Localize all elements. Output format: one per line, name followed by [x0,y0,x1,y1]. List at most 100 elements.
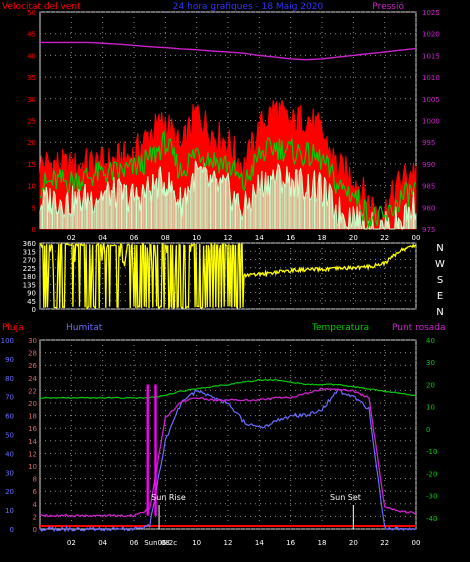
temperature-line [39,378,417,399]
sunrise-bar [146,384,149,516]
temperature-tick-label: -40 [426,515,437,523]
pressure-label: Pressió [372,1,404,12]
temperature-label: Temperatura [311,323,369,333]
humidity-tick-label: 28 [28,350,37,358]
temperature-tick-label: 20 [426,381,435,389]
wind-min-spikes [39,160,417,229]
rain-tick-label: 100 [1,337,14,345]
humidity-tick-label: 22 [28,387,37,395]
direction-tick-label: 225 [23,265,36,273]
pressure-tick-label: 1020 [422,31,440,39]
direction-letter: S [437,275,443,286]
pressure-tick-label: 1010 [422,74,440,82]
temperature-tick-label: -10 [426,448,437,456]
wind-speed-tick-label: 30 [27,96,36,104]
pressure-tick-label: 985 [422,183,435,191]
rain-tick-label: 0 [10,526,14,534]
wind-speed-tick-label: 5 [32,204,36,212]
temperature-humidity-panel: 0246810121416182022242628300102030405060… [1,337,438,547]
pressure-tick-label: 1005 [422,96,440,104]
temperature-tick-label: 10 [426,404,435,412]
sunrise-label: Sun Rise [151,493,186,502]
wind-speed-tick-label: 40 [27,52,36,60]
panel1-x-tick-label: 16 [286,234,295,242]
panel1-x-tick-label: 06 [130,234,139,242]
panel1-x-tick-label: 00 [412,234,421,242]
pressure-tick-label: 995 [422,139,435,147]
panel1-x-tick-label: 12 [224,234,233,242]
pressure-line [40,41,417,61]
direction-letter: N [436,243,443,254]
rain-tick-label: 20 [5,488,14,496]
pressure-tick-label: 1025 [422,9,440,17]
humidity-tick-label: 20 [28,400,37,408]
humidity-tick-label: 12 [28,450,37,458]
direction-tick-label: 315 [23,248,36,256]
rain-tick-label: 90 [5,356,14,364]
humidity-tick-label: 16 [28,425,37,433]
wind-speed-tick-label: 35 [27,74,36,82]
direction-tick-label: 0 [32,306,36,314]
panel3-x-tick-label: 02 [67,539,76,547]
rain-tick-label: 40 [5,450,14,458]
temperature-tick-label: -20 [426,470,437,478]
humidity-tick-label: 26 [28,362,37,370]
temperature-tick-label: 30 [426,359,435,367]
wind-speed-tick-label: 10 [27,183,36,191]
panel1-x-tick-label: 20 [349,234,358,242]
direction-letter: W [435,259,445,270]
wind-speed-tick-label: 25 [27,118,36,126]
panel1-x-tick-label: 02 [67,234,76,242]
panel3-x-tick-label: 10 [192,539,201,547]
wind-speed-tick-label: 45 [27,31,36,39]
rain-tick-label: 60 [5,413,14,421]
humidity-tick-label: 8 [33,476,37,484]
panel1-x-tick-label: 10 [192,234,201,242]
humidity-tick-label: 18 [28,413,37,421]
panel1-x-tick-label: 08 [161,234,170,242]
wind-min-line [39,160,417,231]
panel3-x-tick-label: 06 [130,539,139,547]
panel3-x-tick-label: 14 [255,539,264,547]
sunrise-bar [154,384,157,516]
dewpoint-line [40,387,417,518]
humidity-line [39,388,417,533]
panel1-x-tick-label: 14 [255,234,264,242]
humidity-label: Humitat [66,323,103,333]
wind-avg-line [39,130,417,229]
pressure-tick-label: 1000 [422,118,440,126]
direction-tick-label: 45 [27,298,36,306]
wind-direction-line [39,241,417,311]
rain-tick-label: 80 [5,375,14,383]
panel3-x-tick-label: 20 [349,539,358,547]
humidity-tick-label: 6 [33,488,38,496]
panel1-x-tick-label: 22 [380,234,389,242]
rain-tick-label: 50 [5,432,14,440]
pressure-tick-label: 975 [422,226,435,234]
direction-tick-label: 90 [27,290,36,298]
pressure-tick-label: 990 [422,161,435,169]
panel3-x-tick-label: 18 [318,539,327,547]
panel3-x-tick-label: 16 [286,539,295,547]
direction-letter: E [437,291,443,302]
panel1-x-tick-label: 04 [98,234,107,242]
panel3-x-tick-label: 22 [380,539,389,547]
direction-tick-label: 135 [23,281,36,289]
panel1-x-tick-label: 18 [318,234,327,242]
pressure-tick-label: 980 [422,204,435,212]
sunrise-time-label: Sun06:2c [144,539,177,547]
panel3-x-tick-label: 12 [224,539,233,547]
wind-speed-tick-label: 0 [32,226,36,234]
humidity-tick-label: 14 [28,438,37,446]
pressure-tick-label: 1015 [422,52,440,60]
wind-speed-tick-label: 20 [27,139,36,147]
direction-tick-label: 180 [23,273,36,281]
wind-speed-label: Velocitat del vent [2,2,81,12]
humidity-tick-label: 10 [28,463,37,471]
rain-label: Pluja [2,323,24,333]
humidity-tick-label: 4 [33,501,38,509]
panel3-x-tick-label: 04 [98,539,107,547]
direction-letter: N [436,307,443,318]
